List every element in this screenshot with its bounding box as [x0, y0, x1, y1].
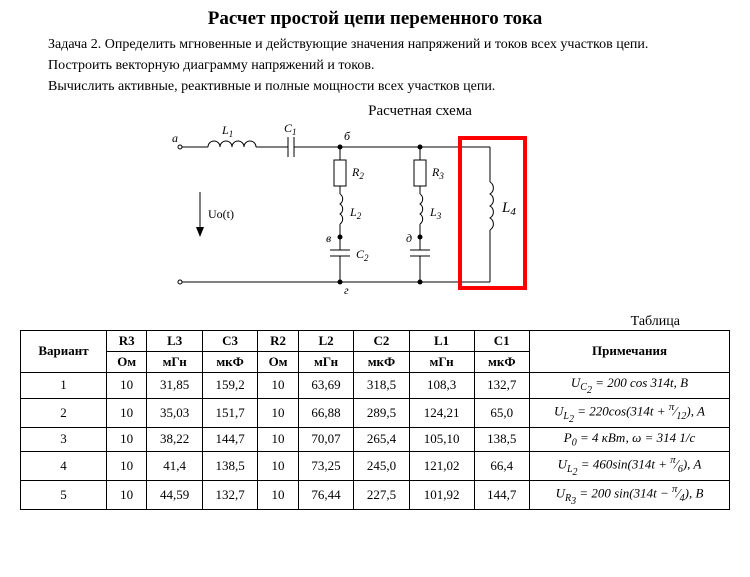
problem-para-3: Вычислить активные, реактивные и полные … [20, 78, 730, 97]
col-u: Ом [258, 351, 299, 372]
col-u: мкФ [354, 351, 409, 372]
svg-text:R2: R2 [351, 165, 364, 181]
table-row: 31038,22144,71070,07265,4105,10138,5P0 =… [21, 428, 730, 452]
col-u: мкФ [202, 351, 257, 372]
diagram-title: Расчетная схема [20, 103, 730, 120]
svg-text:L2: L2 [349, 205, 362, 221]
col-notes: Примечания [530, 330, 730, 372]
svg-text:г: г [344, 283, 349, 297]
col-u: мГн [409, 351, 474, 372]
col-u: мкФ [474, 351, 530, 372]
table-row: 21035,03151,71066,88289,5124,2165,0UL2 =… [21, 399, 730, 428]
svg-text:R3: R3 [431, 165, 444, 181]
col-h: C3 [202, 330, 257, 351]
table-row: 11031,85159,21063,69318,5108,3132,7UC2 =… [21, 372, 730, 399]
col-variant: Вариант [21, 330, 107, 372]
page-title: Расчет простой цепи переменного тока [20, 8, 730, 30]
col-u: мГн [147, 351, 202, 372]
svg-text:C2: C2 [356, 247, 369, 263]
node-a-label: а [172, 131, 178, 145]
svg-text:L4: L4 [501, 200, 516, 218]
table-row: 51044,59132,71076,44227,5101,92144,7UR3 … [21, 480, 730, 509]
svg-text:д: д [406, 231, 412, 245]
svg-text:C1: C1 [284, 122, 297, 137]
svg-text:б: б [344, 129, 351, 143]
table-row: 41041,4138,51073,25245,0121,0266,4UL2 = … [21, 451, 730, 480]
col-h: L3 [147, 330, 202, 351]
circuit-diagram: а L1 C1 б R2 L2 в C2 R3 [160, 122, 590, 307]
col-h: R2 [258, 330, 299, 351]
col-u: мГн [298, 351, 353, 372]
col-u: Ом [106, 351, 147, 372]
col-h: L2 [298, 330, 353, 351]
svg-text:L1: L1 [221, 123, 233, 139]
table-caption: Таблица [20, 314, 730, 330]
col-h: C1 [474, 330, 530, 351]
col-h: C2 [354, 330, 409, 351]
col-h: R3 [106, 330, 147, 351]
svg-text:Uo(t): Uo(t) [208, 207, 234, 221]
data-table: Вариант R3 L3 C3 R2 L2 C2 L1 C1 Примечан… [20, 330, 730, 510]
svg-text:в: в [326, 231, 331, 245]
col-h: L1 [409, 330, 474, 351]
problem-para-1: Задача 2. Определить мгновенные и действ… [20, 36, 730, 55]
svg-text:L3: L3 [429, 205, 442, 221]
problem-para-2: Построить векторную диаграмму напряжений… [20, 57, 730, 76]
